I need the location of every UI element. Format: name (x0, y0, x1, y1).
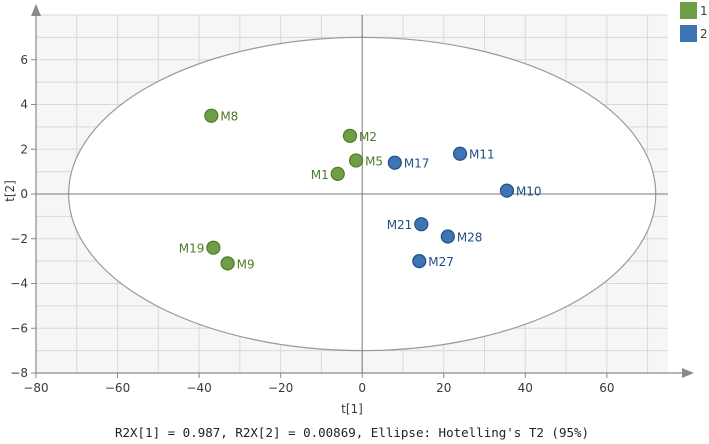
legend: 12 (680, 2, 708, 42)
data-point-m11 (452, 146, 468, 161)
point-label-m21: M21 (387, 218, 413, 232)
y-tick-label: −8 (10, 366, 28, 380)
data-point-m2 (342, 128, 358, 143)
x-tick-label: −60 (105, 381, 130, 395)
y-tick-label: 2 (20, 142, 28, 156)
point-label-m19: M19 (179, 242, 205, 256)
x-tick-label: −20 (268, 381, 293, 395)
x-tick-label: 60 (599, 381, 614, 395)
data-points (204, 108, 515, 271)
data-point-m17 (387, 155, 402, 170)
point-label-m17: M17 (404, 157, 430, 171)
legend-label-2: 2 (700, 27, 708, 41)
data-point-m9 (220, 256, 235, 271)
point-label-m9: M9 (237, 257, 255, 271)
data-point-m1 (330, 166, 345, 181)
x-tick-label: 20 (436, 381, 451, 395)
x-axis-arrow-icon (682, 368, 694, 378)
x-tick-label: 0 (358, 381, 366, 395)
data-point-m19 (206, 240, 221, 255)
legend-swatch-2 (680, 25, 697, 42)
point-label-m1: M1 (311, 168, 329, 182)
y-axis-label: t[2] (3, 180, 17, 202)
point-label-m5: M5 (365, 154, 383, 168)
y-tick-label: −6 (10, 321, 28, 335)
point-label-m8: M8 (220, 110, 238, 124)
point-label-m28: M28 (457, 231, 483, 245)
y-tick-label: 4 (20, 98, 28, 112)
data-point-m28 (440, 229, 455, 244)
point-label-m27: M27 (428, 255, 454, 269)
data-point-m8 (204, 108, 219, 123)
y-tick-label: −2 (10, 232, 28, 246)
data-point-m27 (412, 254, 427, 269)
y-tick-label: −4 (10, 277, 28, 291)
y-axis-arrow-icon (31, 4, 41, 16)
x-tick-label: 40 (518, 381, 533, 395)
footer-caption: R2X[1] = 0.987, R2X[2] = 0.00869, Ellips… (115, 425, 589, 440)
x-axis-label: t[1] (341, 402, 363, 416)
x-tick-label: −80 (23, 381, 48, 395)
legend-label-1: 1 (700, 4, 708, 18)
point-label-m11: M11 (469, 148, 495, 162)
data-point-m5 (348, 153, 364, 168)
point-label-m2: M2 (359, 130, 377, 144)
point-label-m10: M10 (516, 185, 542, 199)
y-tick-label: 6 (20, 53, 28, 67)
legend-swatch-1 (680, 2, 697, 19)
data-point-m21 (414, 217, 429, 232)
y-tick-label: 0 (20, 187, 28, 201)
x-tick-label: −40 (186, 381, 211, 395)
data-point-m10 (499, 183, 515, 198)
